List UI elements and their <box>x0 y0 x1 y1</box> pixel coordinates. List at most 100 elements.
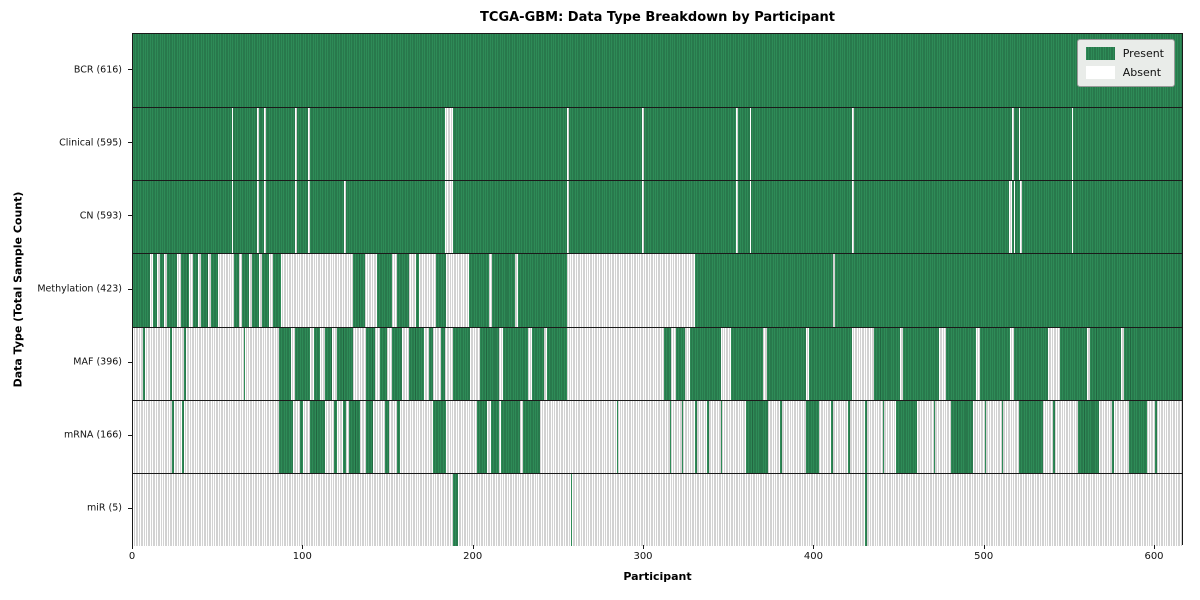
present-segment <box>352 254 365 327</box>
present-segment <box>616 401 619 473</box>
absent-segment <box>264 108 266 180</box>
present-segment <box>1059 328 1087 400</box>
present-segment <box>366 401 374 473</box>
present-segment <box>695 254 834 327</box>
heatmap-row-mRNA <box>133 400 1182 473</box>
x-tick-label-100: 100 <box>292 551 312 562</box>
x-tick-label-500: 500 <box>974 551 994 562</box>
y-tick-mark <box>128 69 132 71</box>
present-segment <box>313 328 321 400</box>
present-segment <box>902 328 939 400</box>
y-tick-label-BCR: BCR (616) <box>73 64 122 76</box>
y-tick-label-mRNA: mRNA (166) <box>63 429 122 441</box>
present-segment <box>211 254 219 327</box>
x-tick-mark <box>1154 545 1155 549</box>
absent-segment <box>444 108 454 180</box>
present-segment <box>865 401 868 473</box>
present-segment <box>546 328 568 400</box>
present-segment <box>780 401 782 473</box>
absent-segment <box>642 108 644 180</box>
present-segment <box>681 401 684 473</box>
present-segment <box>979 328 1011 400</box>
present-segment <box>1124 328 1182 400</box>
present-segment <box>184 328 186 400</box>
present-segment <box>984 401 987 473</box>
present-segment <box>143 328 145 400</box>
present-segment <box>695 401 697 473</box>
present-segment <box>831 401 834 473</box>
present-segment <box>153 254 157 327</box>
y-tick-label-miR: miR (5) <box>87 502 122 514</box>
present-segment <box>133 254 151 327</box>
present-segment <box>252 254 260 327</box>
present-segment <box>707 401 709 473</box>
legend-entry-absent: Absent <box>1085 66 1164 79</box>
present-segment <box>242 254 249 327</box>
chart-title: TCGA-GBM: Data Type Breakdown by Partici… <box>480 10 835 25</box>
absent-segment <box>749 108 752 180</box>
y-tick-mark <box>128 215 132 217</box>
present-segment <box>376 254 392 327</box>
y-tick-label-CN: CN (593) <box>79 210 122 222</box>
present-segment <box>294 328 311 400</box>
present-segment <box>1090 328 1121 400</box>
absent-segment <box>257 181 260 253</box>
present-segment <box>477 401 488 473</box>
present-segment <box>397 254 409 327</box>
x-tick-label-200: 200 <box>463 551 483 562</box>
absent-segment <box>1011 108 1014 180</box>
present-segment <box>502 328 529 400</box>
present-segment <box>1013 328 1048 400</box>
absent-segment <box>231 108 234 180</box>
absent-segment <box>1020 181 1023 253</box>
present-segment <box>882 401 885 473</box>
present-segment <box>441 328 445 400</box>
y-tick-mark <box>128 142 132 144</box>
present-segment <box>664 328 672 400</box>
present-segment <box>192 254 198 327</box>
present-segment <box>950 401 973 473</box>
present-segment <box>279 401 294 473</box>
present-segment <box>523 401 541 473</box>
present-segment <box>279 328 292 400</box>
present-segment <box>453 328 471 400</box>
present-segment <box>397 401 401 473</box>
x-tick-label-600: 600 <box>1144 551 1164 562</box>
present-segment <box>436 254 447 327</box>
present-segment <box>1129 401 1147 473</box>
x-tick-mark <box>643 545 644 549</box>
present-segment <box>391 328 403 400</box>
legend-entry-present: Present <box>1085 47 1164 60</box>
present-segment <box>669 401 672 473</box>
present-segment <box>334 401 338 473</box>
present-segment <box>766 328 806 400</box>
y-tick-label-Methylation: Methylation (423) <box>37 283 122 295</box>
present-segment <box>690 328 721 400</box>
heatmap-row-MAF <box>133 327 1182 400</box>
x-tick-label-0: 0 <box>128 551 136 562</box>
present-segment <box>492 254 515 327</box>
absent-segment <box>749 181 752 253</box>
present-segment <box>676 328 685 400</box>
present-segment <box>517 254 568 327</box>
present-segment <box>1052 401 1055 473</box>
present-segment <box>805 401 820 473</box>
legend-label-present: Present <box>1122 47 1164 60</box>
heatmap-rows <box>133 34 1182 546</box>
absent-segment <box>851 181 854 253</box>
legend-label-absent: Absent <box>1122 66 1162 79</box>
present-segment <box>415 254 420 327</box>
x-tick-label-300: 300 <box>633 551 653 562</box>
present-segment <box>500 401 520 473</box>
present-segment <box>167 254 178 327</box>
present-segment <box>480 328 500 400</box>
absent-segment <box>231 181 234 253</box>
x-tick-label-400: 400 <box>803 551 823 562</box>
x-axis-label: Participant <box>623 570 692 583</box>
present-segment <box>379 328 387 400</box>
present-segment <box>1078 401 1099 473</box>
present-segment <box>262 254 270 327</box>
absent-segment <box>444 181 454 253</box>
present-segment <box>746 401 769 473</box>
absent-segment <box>567 181 570 253</box>
